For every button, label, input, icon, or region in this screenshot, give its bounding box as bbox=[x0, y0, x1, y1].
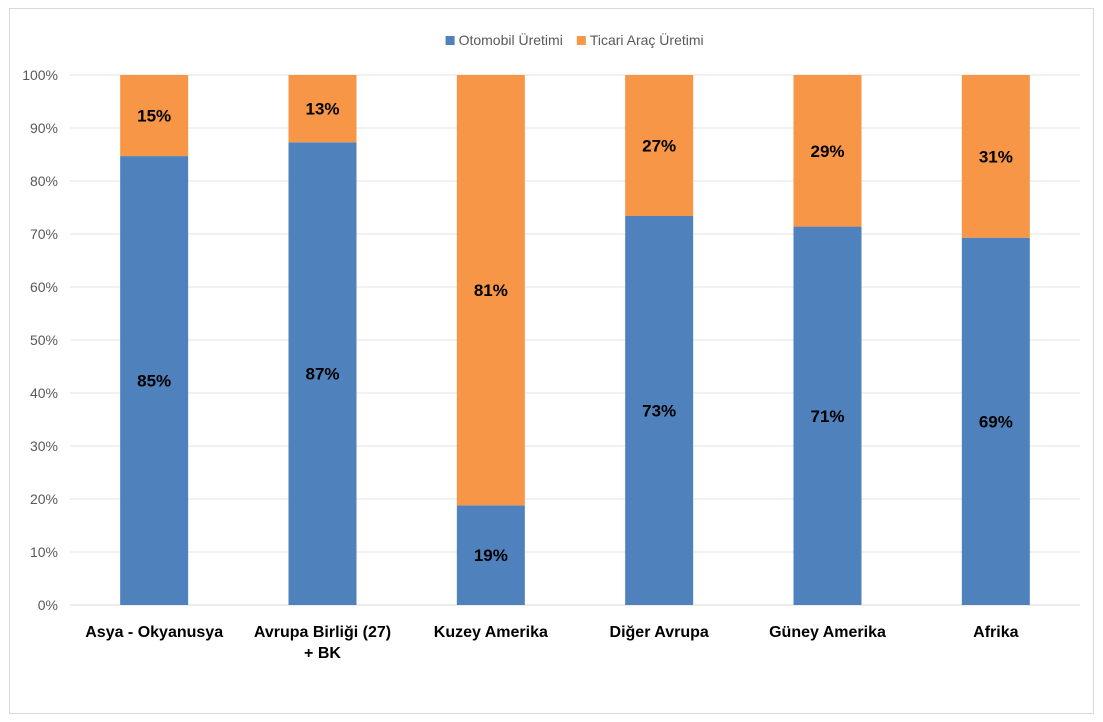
legend: Otomobil Üretimi Ticari Araç Üretimi bbox=[445, 31, 704, 48]
data-label: 87% bbox=[305, 365, 339, 384]
y-tick-label: 60% bbox=[30, 279, 58, 295]
y-tick-label: 50% bbox=[30, 332, 58, 348]
x-category-label: Güney Amerika bbox=[769, 624, 886, 641]
bar-segment-ticari bbox=[120, 75, 189, 157]
bar-segment-otomobil bbox=[961, 237, 1030, 605]
y-tick-label: 0% bbox=[38, 597, 58, 613]
bar-segment-otomobil bbox=[288, 142, 357, 605]
x-category-label: + BK bbox=[304, 645, 341, 662]
data-label: 73% bbox=[642, 401, 676, 420]
y-tick-label: 10% bbox=[30, 544, 58, 560]
data-label: 71% bbox=[810, 407, 844, 426]
bar-segment-otomobil bbox=[120, 156, 189, 605]
data-label: 27% bbox=[642, 136, 676, 155]
chart-frame bbox=[9, 8, 1094, 714]
legend-swatch bbox=[576, 36, 586, 45]
data-label: 29% bbox=[810, 142, 844, 161]
data-label: 81% bbox=[474, 281, 508, 300]
y-tick-label: 40% bbox=[30, 385, 58, 401]
y-axis: 0% 10% 20% 30% 40% 50% 60% 70% 80% 90% 100% bbox=[22, 67, 58, 613]
y-tick-label: 100% bbox=[22, 67, 58, 83]
data-label: 19% bbox=[474, 546, 508, 565]
bar-segment-otomobil bbox=[793, 226, 862, 605]
data-label: 15% bbox=[137, 107, 171, 126]
x-category-label: Avrupa Birliği (27) bbox=[254, 624, 391, 641]
bar-segment-ticari bbox=[793, 75, 862, 227]
x-category-label: Diğer Avrupa bbox=[610, 624, 709, 641]
x-category-label: Asya - Okyanusya bbox=[85, 624, 223, 641]
data-label: 69% bbox=[979, 412, 1013, 431]
data-label: 85% bbox=[137, 372, 171, 391]
bar-segment-otomobil bbox=[625, 215, 694, 606]
y-tick-label: 90% bbox=[30, 120, 58, 136]
bars: 85% 15% 87% 13% 19% 81% 73% 27% 71% 29% 69% 31% bbox=[120, 75, 1030, 606]
legend-swatch bbox=[445, 36, 455, 45]
y-tick-label: 30% bbox=[30, 438, 58, 454]
bar-segment-ticari bbox=[625, 75, 694, 216]
x-category-label: Kuzey Amerika bbox=[434, 624, 548, 641]
bar-segment-ticari bbox=[288, 75, 357, 143]
bar-segment-ticari bbox=[456, 75, 525, 506]
data-label: 13% bbox=[305, 100, 339, 119]
legend-label: Otomobil Üretimi bbox=[459, 31, 563, 48]
x-axis: Asya - Okyanusya Avrupa Birliği (27) + BK K… bbox=[85, 624, 1018, 662]
gridlines bbox=[70, 74, 1080, 606]
y-tick-label: 70% bbox=[30, 226, 58, 242]
y-tick-label: 80% bbox=[30, 173, 58, 189]
data-label: 31% bbox=[979, 147, 1013, 166]
legend-label: Ticari Araç Üretimi bbox=[590, 31, 704, 48]
bar-segment-otomobil bbox=[456, 505, 525, 605]
x-category-label: Afrika bbox=[973, 624, 1018, 641]
y-tick-label: 20% bbox=[30, 491, 58, 507]
bar-segment-ticari bbox=[961, 75, 1030, 238]
